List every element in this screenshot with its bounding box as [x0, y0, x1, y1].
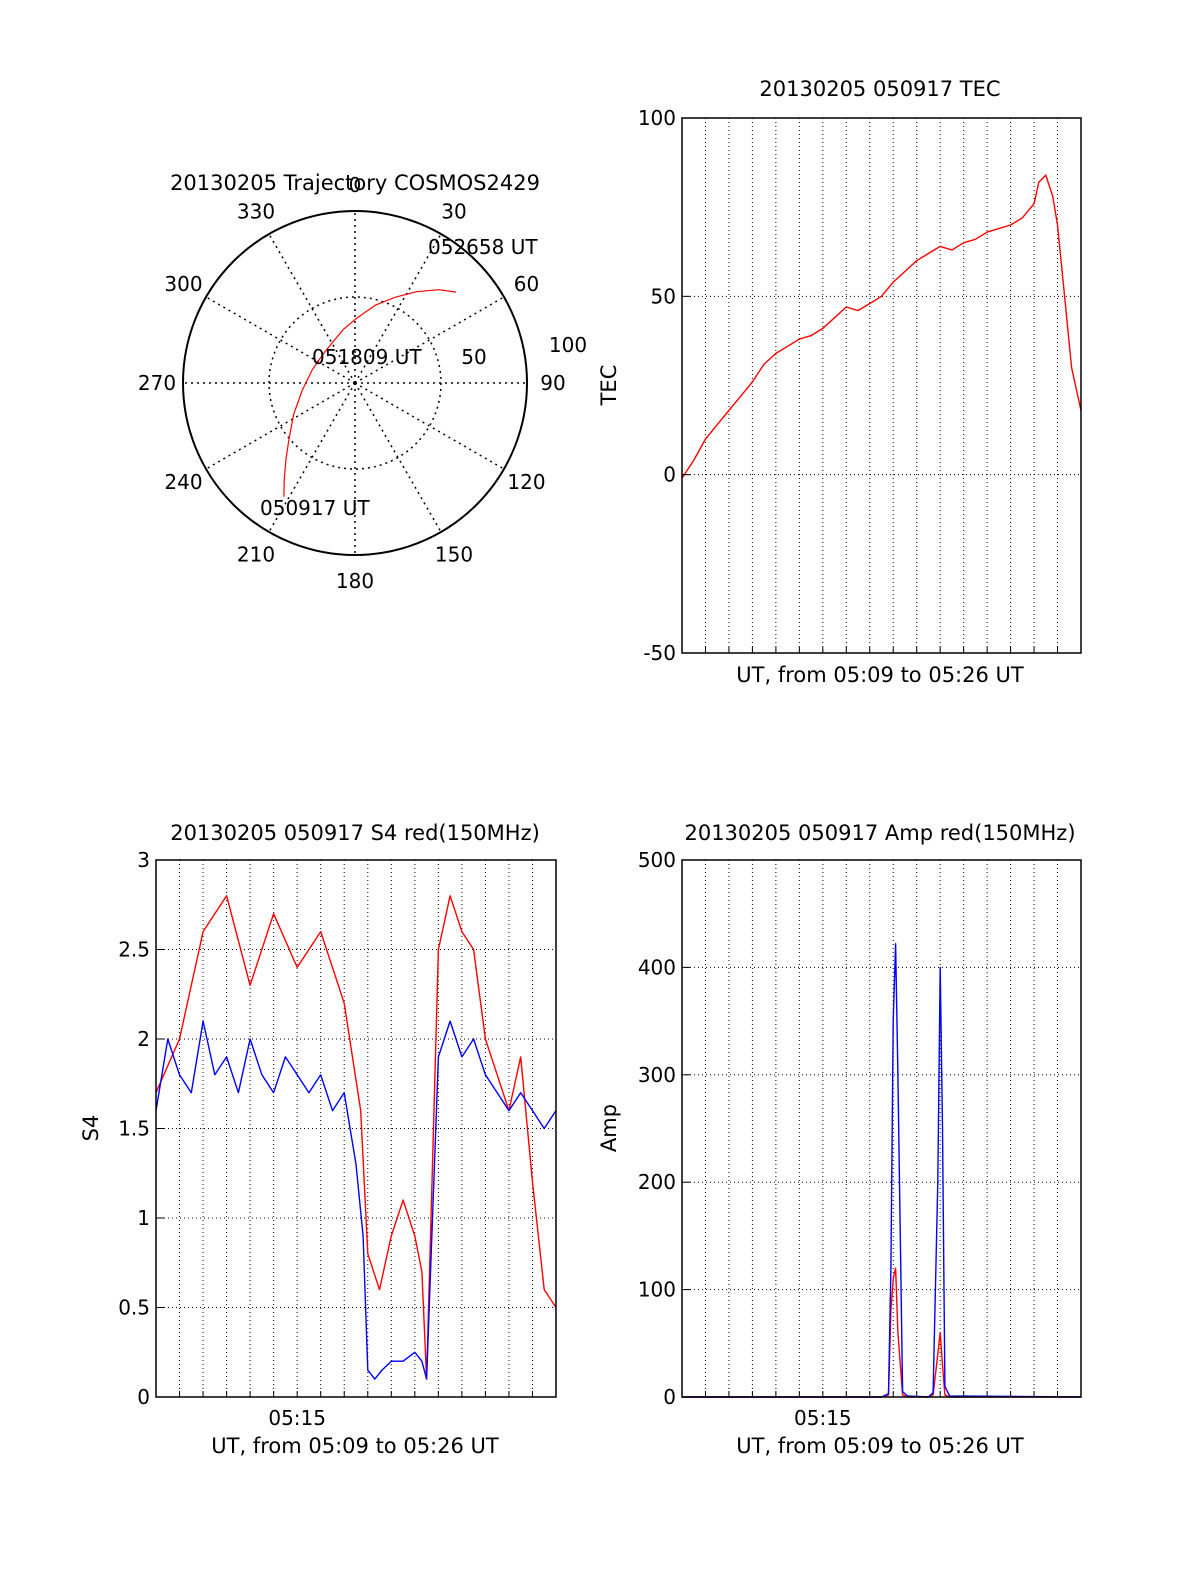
azimuth-label: 330: [237, 200, 275, 224]
polar-azimuth-labels: 0 30 60 90 120 150 180 210 240 270 300 330: [138, 173, 566, 593]
azimuth-label: 0: [349, 173, 362, 197]
trajectory-end-label: 052658 UT: [428, 235, 538, 259]
s4-series-line: [155, 895, 557, 1380]
amp-axes: 500 400 300 200 100 0 05:15: [638, 848, 1082, 1430]
amp-ytick-label: 500: [638, 848, 676, 872]
azimuth-label: 90: [540, 371, 565, 395]
trajectory-mid-label: 051809 UT: [312, 345, 422, 369]
tec-ytick-label: 0: [663, 463, 676, 487]
tec-ytick-label: 100: [638, 106, 676, 130]
trajectory-polar-chart: 20130205 Trajectory COSMOS2429 0 30 60 90 12…: [138, 171, 587, 593]
amp-ytick-label: 0: [663, 1385, 676, 1409]
trajectory-title: 20130205 Trajectory COSMOS2429: [170, 171, 540, 195]
s4-title: 20130205 050917 S4 red(150MHz): [170, 821, 540, 845]
tec-ytick-label: -50: [643, 641, 676, 665]
azimuth-label: 30: [441, 200, 466, 224]
s4-ytick-label: 1: [137, 1206, 150, 1230]
s4-xtick-label: 05:15: [268, 1406, 326, 1430]
tec-series: [681, 174, 1082, 479]
s4-series: [155, 895, 557, 1380]
tec-ylabel: TEC: [597, 365, 621, 407]
polar-spoke: [205, 296, 356, 384]
radial-label-100: 100: [549, 333, 587, 357]
azimuth-label: 270: [138, 371, 176, 395]
tec-ytick-label: 50: [651, 284, 676, 308]
azimuth-label: 150: [435, 542, 473, 566]
polar-spoke: [268, 233, 356, 384]
polar-spoke: [354, 382, 442, 533]
polar-outer-ring: [182, 210, 528, 556]
amp-series: [682, 943, 1082, 1398]
tec-axes: 100 50 0 -50: [638, 106, 1082, 665]
amp-chart: 20130205 050917 Amp red(150MHz) 500 400 30…: [597, 821, 1082, 1458]
tec-frame: [681, 117, 1082, 654]
amp-series-line: [682, 1267, 1081, 1398]
azimuth-label: 120: [507, 470, 545, 494]
azimuth-label: 210: [237, 542, 275, 566]
tec-chart: 20130205 050917 TEC 100 50 0 -50 UT, from 0…: [597, 77, 1082, 687]
amp-ytick-label: 400: [638, 955, 676, 979]
polar-spoke: [354, 296, 505, 384]
s4-xlabel: UT, from 05:09 to 05:26 UT: [211, 1434, 499, 1458]
amp-ytick-label: 200: [638, 1170, 676, 1194]
azimuth-label: 180: [336, 569, 374, 593]
azimuth-label: 60: [514, 272, 539, 296]
tec-xlabel: UT, from 05:09 to 05:26 UT: [736, 663, 1024, 687]
s4-chart: 20130205 050917 S4 red(150MHz) 3 2.5 2 1.5 1…: [79, 821, 557, 1458]
tec-title: 20130205 050917 TEC: [759, 77, 1000, 101]
azimuth-label: 300: [164, 272, 202, 296]
amp-ytick-label: 100: [638, 1278, 676, 1302]
azimuth-label: 240: [164, 470, 202, 494]
amp-grid: [682, 860, 1081, 1397]
amp-xtick-label: 05:15: [794, 1406, 852, 1430]
s4-ytick-label: 2.5: [118, 938, 150, 962]
s4-ytick-label: 1.5: [118, 1117, 150, 1141]
amp-ylabel: Amp: [597, 1104, 621, 1152]
s4-ytick-label: 0.5: [118, 1296, 150, 1320]
polar-grid: [182, 210, 528, 556]
tec-series-line: [681, 174, 1082, 479]
polar-spoke: [354, 233, 442, 384]
trajectory-series: [283, 289, 457, 497]
s4-ytick-label: 3: [137, 848, 150, 872]
amp-frame: [681, 859, 1082, 1398]
s4-ytick-label: 0: [137, 1385, 150, 1409]
amp-xlabel: UT, from 05:09 to 05:26 UT: [736, 1434, 1024, 1458]
s4-grid: [156, 860, 556, 1397]
polar-spoke: [205, 382, 356, 470]
polar-spoke: [354, 382, 505, 470]
s4-ylabel: S4: [79, 1115, 103, 1142]
radial-label-50: 50: [461, 345, 486, 369]
tec-grid: [682, 118, 1081, 653]
trajectory-start-label: 050917 UT: [260, 496, 370, 520]
s4-series-line: [155, 1020, 557, 1380]
amp-series-line: [682, 943, 1082, 1398]
trajectory-line: [283, 289, 457, 497]
s4-ytick-label: 2: [137, 1027, 150, 1051]
s4-axes: 3 2.5 2 1.5 1 0.5 0 05:15: [118, 848, 557, 1430]
amp-title: 20130205 050917 Amp red(150MHz): [684, 821, 1075, 845]
amp-ytick-label: 300: [638, 1063, 676, 1087]
polar-spoke: [268, 382, 356, 533]
